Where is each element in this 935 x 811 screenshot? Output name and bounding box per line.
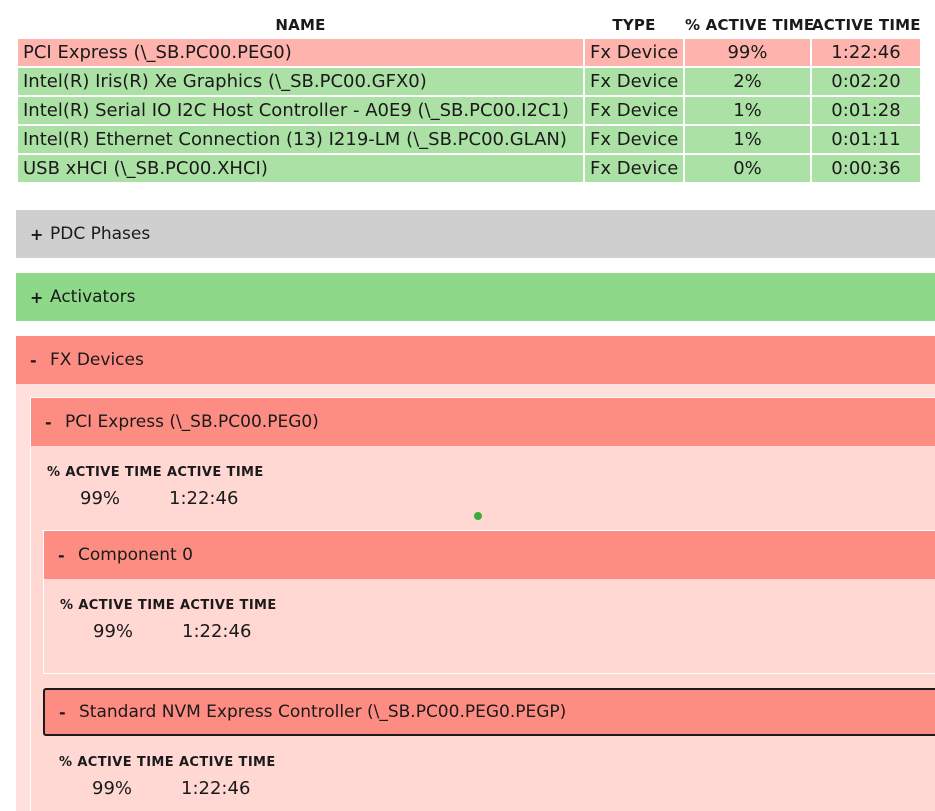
device-name: PCI Express (\_SB.PC00.PEG0) bbox=[18, 39, 583, 66]
percent-active-time: 99% bbox=[685, 39, 810, 66]
expand-toggle-icon: + bbox=[30, 287, 44, 307]
active-time: 1:22:46 bbox=[182, 621, 252, 642]
active-time: 0:01:28 bbox=[812, 97, 920, 124]
table-row[interactable]: Intel(R) Ethernet Connection (13) I219-L… bbox=[18, 126, 920, 153]
activators-section-header[interactable]: + Activators bbox=[16, 273, 935, 321]
device-name: Intel(R) Iris(R) Xe Graphics (\_SB.PC00.… bbox=[18, 68, 583, 95]
device-label: Standard NVM Express Controller (\_SB.PC… bbox=[79, 702, 567, 722]
percent-active-time: 2% bbox=[685, 68, 810, 95]
column-header-percent-active-time[interactable]: % ACTIVE TIME bbox=[685, 15, 815, 34]
nvm-express-controller-header[interactable]: - Standard NVM Express Controller (\_SB.… bbox=[43, 688, 935, 736]
table-row[interactable]: Intel(R) Iris(R) Xe Graphics (\_SB.PC00.… bbox=[18, 68, 920, 95]
device-type: Fx Device bbox=[585, 155, 683, 182]
component-0-header[interactable]: - Component 0 bbox=[44, 531, 935, 579]
nvm-express-controller-panel: - Standard NVM Express Controller (\_SB.… bbox=[43, 688, 935, 811]
collapse-toggle-icon: - bbox=[45, 412, 52, 432]
percent-active-time: 0% bbox=[685, 155, 810, 182]
percent-active-time: 99% bbox=[93, 621, 134, 642]
device-type: Fx Device bbox=[585, 68, 683, 95]
collapse-toggle-icon: - bbox=[30, 350, 37, 370]
device-type: Fx Device bbox=[585, 97, 683, 124]
active-time: 0:01:11 bbox=[812, 126, 920, 153]
percent-active-time: 99% bbox=[92, 778, 133, 799]
table-header-row: NAME TYPE % ACTIVE TIME ACTIVE TIME bbox=[18, 12, 920, 37]
percent-active-time: 99% bbox=[80, 488, 121, 509]
column-header-type[interactable]: TYPE bbox=[612, 15, 656, 34]
section-label: Activators bbox=[50, 287, 136, 307]
device-type: Fx Device bbox=[585, 39, 683, 66]
active-time: 0:00:36 bbox=[812, 155, 920, 182]
table-row[interactable]: Intel(R) Serial IO I2C Host Controller -… bbox=[18, 97, 920, 124]
component-metrics: % ACTIVE TIME ACTIVE TIME 99% 1:22:46 bbox=[60, 598, 277, 643]
metrics-header: % ACTIVE TIME ACTIVE TIME bbox=[60, 598, 277, 613]
column-header-active-time[interactable]: ACTIVE TIME bbox=[812, 15, 921, 34]
section-label: FX Devices bbox=[50, 350, 144, 370]
device-label: PCI Express (\_SB.PC00.PEG0) bbox=[65, 412, 319, 432]
pci-express-device-header[interactable]: - PCI Express (\_SB.PC00.PEG0) bbox=[31, 398, 935, 446]
metrics-values: 99% 1:22:46 bbox=[47, 480, 264, 510]
device-metrics: % ACTIVE TIME ACTIVE TIME 99% 1:22:46 bbox=[59, 755, 276, 800]
device-name: Intel(R) Ethernet Connection (13) I219-L… bbox=[18, 126, 583, 153]
component-0-panel: - Component 0 % ACTIVE TIME ACTIVE TIME … bbox=[43, 530, 935, 674]
pdc-phases-section-header[interactable]: + PDC Phases bbox=[16, 210, 935, 258]
device-name: USB xHCI (\_SB.PC00.XHCI) bbox=[18, 155, 583, 182]
metrics-header: % ACTIVE TIME ACTIVE TIME bbox=[59, 755, 276, 770]
percent-active-time: 1% bbox=[685, 126, 810, 153]
column-header-name[interactable]: NAME bbox=[275, 15, 326, 34]
active-time: 1:22:46 bbox=[169, 488, 239, 509]
collapse-toggle-icon: - bbox=[59, 702, 66, 722]
metrics-values: 99% 1:22:46 bbox=[60, 613, 277, 643]
device-name: Intel(R) Serial IO I2C Host Controller -… bbox=[18, 97, 583, 124]
table-row[interactable]: PCI Express (\_SB.PC00.PEG0) Fx Device 9… bbox=[18, 39, 920, 66]
active-time: 1:22:46 bbox=[181, 778, 251, 799]
metrics-header: % ACTIVE TIME ACTIVE TIME bbox=[47, 465, 264, 480]
metrics-values: 99% 1:22:46 bbox=[59, 770, 276, 800]
percent-active-time: 1% bbox=[685, 97, 810, 124]
table-row[interactable]: USB xHCI (\_SB.PC00.XHCI) Fx Device 0% 0… bbox=[18, 155, 920, 182]
status-dot-icon bbox=[474, 512, 482, 520]
active-time: 0:02:20 bbox=[812, 68, 920, 95]
fx-devices-section-header[interactable]: - FX Devices bbox=[16, 336, 935, 384]
device-metrics: % ACTIVE TIME ACTIVE TIME 99% 1:22:46 bbox=[47, 465, 264, 510]
component-label: Component 0 bbox=[78, 545, 193, 565]
active-time: 1:22:46 bbox=[812, 39, 920, 66]
collapse-toggle-icon: - bbox=[58, 545, 65, 565]
expand-toggle-icon: + bbox=[30, 224, 44, 244]
device-type: Fx Device bbox=[585, 126, 683, 153]
section-label: PDC Phases bbox=[50, 224, 151, 244]
device-summary-table: NAME TYPE % ACTIVE TIME ACTIVE TIME PCI … bbox=[16, 10, 922, 184]
